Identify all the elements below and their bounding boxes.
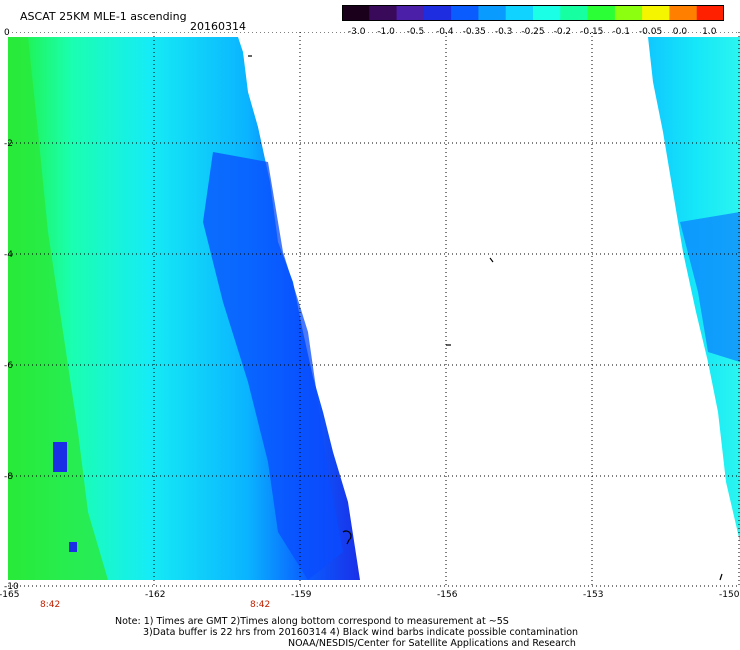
map-title: ASCAT 25KM MLE-1 ascending [20,10,187,23]
right-swath-blue [680,212,740,362]
footnote-line-1: Note: 1) Times are GMT 2)Times along bot… [115,616,509,627]
y-tick-label: -4 [4,250,13,260]
left-swath-edge-pixel [53,442,67,472]
map-plot-area [8,32,740,587]
x-tick-label: -150 [719,590,740,600]
y-tick-label: 0 [4,28,10,38]
colorbar-swatch [396,5,425,21]
colorbar-swatch [560,5,589,21]
x-tick-label: -165 [0,590,20,600]
colorbar-swatch [696,5,724,21]
y-tick-label: -6 [4,361,13,371]
colorbar-swatch [642,5,670,21]
colorbar-swatch [669,5,698,21]
time-label: 8:42 [40,600,61,610]
colorbar-tick-label: 0.0 [672,27,688,37]
colorbar-swatch [451,5,479,21]
colorbar-tick-label: -0.5 [406,27,425,37]
colorbar-tick-label: -0.2 [553,27,572,37]
colorbar-swatch [614,5,643,21]
y-tick-label: -10 [4,582,19,592]
colorbar-swatch [505,5,534,21]
colorbar-tick-label: 1.0 [702,27,717,37]
colorbar [342,5,724,21]
x-tick-label: -162 [145,590,166,600]
colorbar-tick-label: -0.3 [494,27,513,37]
y-tick-label: -8 [4,472,13,482]
footnote-line-3: NOAA/NESDIS/Center for Satellite Applica… [288,638,576,649]
colorbar-tick-label: -0.05 [638,27,663,37]
footnote-line-2: 3)Data buffer is 22 hrs from 20160314 4)… [143,627,579,638]
colorbar-border [342,5,724,21]
wind-barbs [248,55,723,581]
time-label: 8:42 [250,600,271,610]
colorbar-swatch [423,5,452,21]
x-tick-label: -159 [291,590,312,600]
colorbar-swatch [478,5,507,21]
colorbar-swatch [587,5,616,21]
left-swath-deep-blue [203,152,343,580]
colorbar-tick-label: -0.1 [612,27,630,37]
colorbar-tick-label: -0.35 [462,27,486,37]
map-date: 20160314 [190,20,246,33]
grid [8,32,740,587]
colorbar-swatch [369,5,398,21]
y-tick-label: -2 [4,139,13,149]
right-swath [648,37,740,542]
left-swath-green-band [8,37,108,580]
left-swath-edge-pixel [69,542,77,552]
colorbar-swatch [533,5,561,21]
colorbar-tick-label: -1.0 [377,27,395,37]
x-tick-label: -153 [583,590,604,600]
colorbar-swatch [342,5,370,21]
x-tick-label: -156 [437,590,458,600]
